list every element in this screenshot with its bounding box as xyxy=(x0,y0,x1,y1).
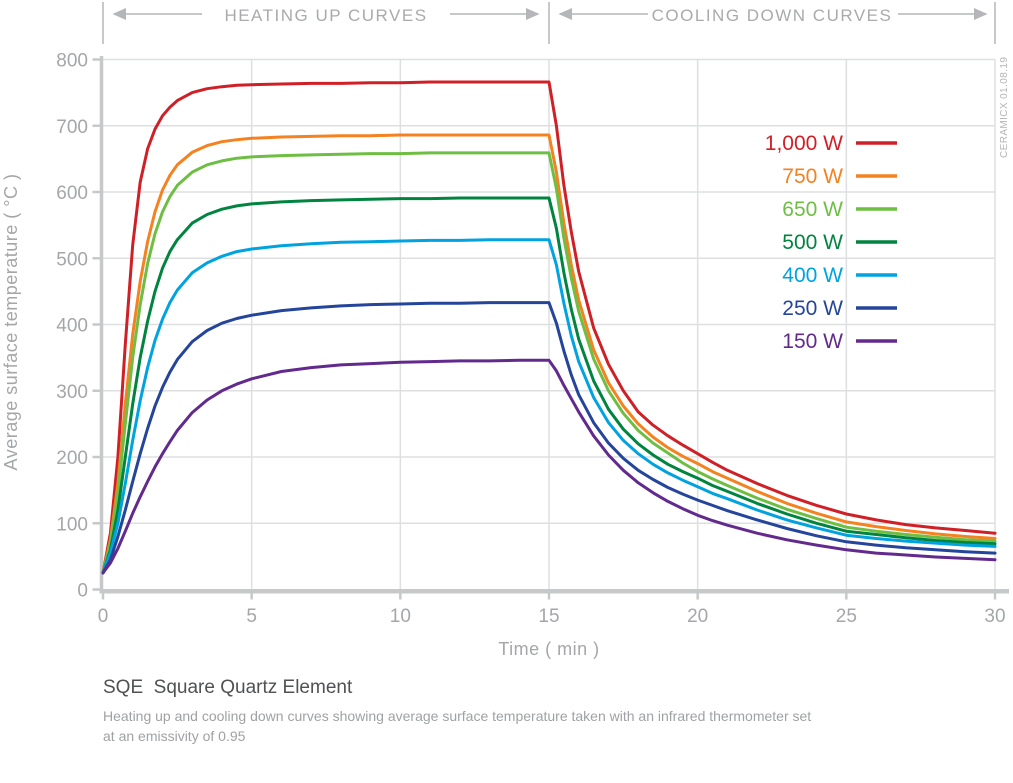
x-tick-label-30: 30 xyxy=(984,606,1005,627)
caption-title: SQE Square Quartz Element xyxy=(103,677,353,698)
cooling-phase-label: COOLING DOWN CURVES xyxy=(652,6,893,25)
y-tick-label-700: 700 xyxy=(56,117,88,138)
y-tick-label-300: 300 xyxy=(56,382,88,403)
phase-header: HEATING UP CURVES COOLING DOWN CURVES xyxy=(102,2,996,44)
curve-250w xyxy=(101,301,997,575)
y-tick-label-800: 800 xyxy=(56,51,88,72)
legend-label-400w: 400 W xyxy=(782,264,843,287)
x-tick-label-25: 25 xyxy=(836,606,857,627)
legend-label-150w: 150 W xyxy=(782,330,843,353)
x-tick-label-5: 5 xyxy=(246,606,257,627)
y-tick-label-0: 0 xyxy=(77,581,88,602)
y-tick-label-100: 100 xyxy=(56,514,88,535)
x-tick-label-20: 20 xyxy=(687,606,708,627)
caption-description-line2: at an emissivity of 0.95 xyxy=(103,728,246,744)
legend-label-500w: 500 W xyxy=(782,231,843,254)
legend-label-250w: 250 W xyxy=(782,297,843,320)
x-tick-label-0: 0 xyxy=(98,606,109,627)
y-axis-title: Average surface temperature ( °C ) xyxy=(1,174,21,471)
legend-label-650w: 650 W xyxy=(782,198,843,221)
curve-750w xyxy=(101,133,997,575)
gridlines xyxy=(103,58,996,590)
x-axis-title: Time ( min ) xyxy=(498,639,599,659)
x-tick-label-15: 15 xyxy=(538,606,559,627)
axes: 0 100 200 300 400 500 600 700 800 0 5 10 15 20 25 30 xyxy=(56,51,1009,627)
y-tick-label-600: 600 xyxy=(56,183,88,204)
legend-label-750w: 750 W xyxy=(782,165,843,188)
caption: SQE Square Quartz Element Heating up and… xyxy=(103,677,983,746)
y-tick-label-400: 400 xyxy=(56,316,88,337)
watermark: CERAMICX 01.08.19 xyxy=(999,57,1010,158)
heating-phase-label: HEATING UP CURVES xyxy=(224,6,427,25)
curves xyxy=(101,80,997,575)
curve-150w xyxy=(101,358,997,575)
legend-label-1000w: 1,000 W xyxy=(765,132,843,155)
curve-400w xyxy=(101,238,997,575)
legend: 1,000 W 750 W 650 W 500 W 400 W 250 W 150 W xyxy=(765,132,897,353)
y-tick-label-200: 200 xyxy=(56,448,88,469)
x-tick-label-10: 10 xyxy=(390,606,411,627)
y-tick-label-500: 500 xyxy=(56,249,88,270)
curve-1000w xyxy=(101,80,997,575)
curve-650w xyxy=(101,151,997,575)
caption-description-line1: Heating up and cooling down curves showi… xyxy=(103,708,812,724)
curve-500w xyxy=(101,196,997,575)
